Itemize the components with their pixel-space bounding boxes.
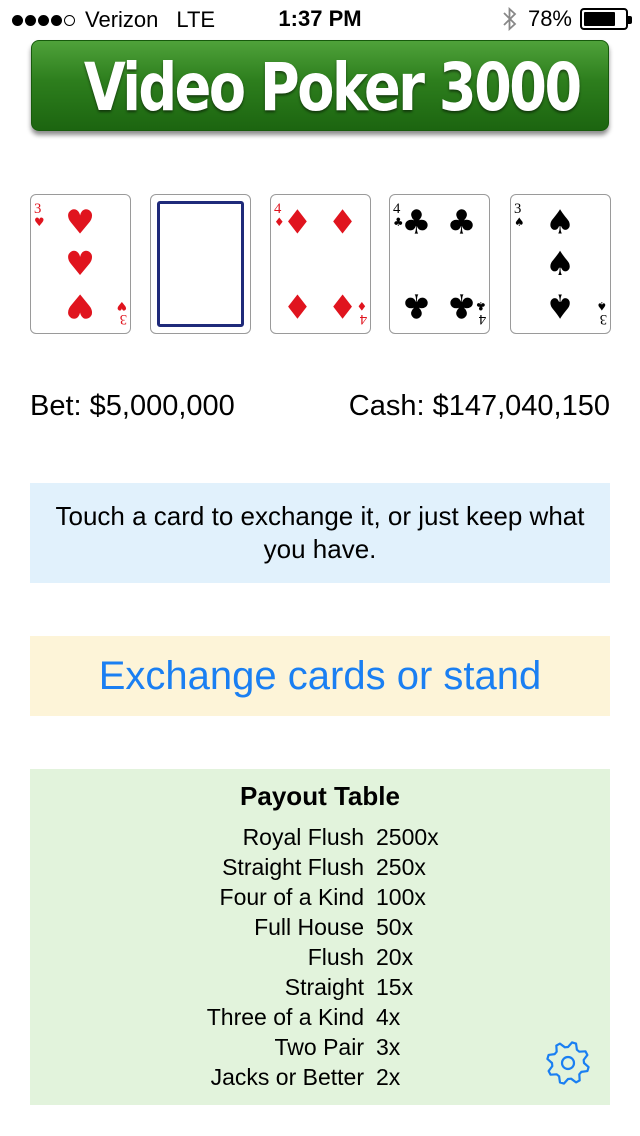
card-back-pattern xyxy=(157,201,244,327)
title-banner: Video Poker 3000 xyxy=(31,40,609,131)
payout-row: Straight Flush 250x xyxy=(30,854,610,884)
status-left: Verizon LTE xyxy=(12,7,215,33)
battery-icon xyxy=(580,8,632,30)
payout-table-title: Payout Table xyxy=(240,781,400,811)
payout-hand: Royal Flush xyxy=(242,824,364,850)
diamonds-pip-icon: ♦ xyxy=(328,286,358,325)
spades-pip-icon: ♠ xyxy=(545,244,575,283)
bluetooth-icon xyxy=(503,7,517,31)
payout-row: Full House 50x xyxy=(30,914,610,944)
diamonds-pip-icon: ♦ xyxy=(283,286,313,325)
spades-pip-icon: ♠ xyxy=(545,203,575,242)
app-title: Video Poker 3000 xyxy=(83,49,582,126)
hearts-icon: ♥ xyxy=(117,299,128,313)
card-face: 4♣4♣♣ ♣♣ ♣ xyxy=(393,201,487,327)
clubs-icon: ♣ xyxy=(476,299,487,313)
payout-hand: Two Pair xyxy=(274,1034,364,1060)
status-right: 78% xyxy=(502,6,632,32)
diamonds-pip-icon: ♦ xyxy=(283,203,313,242)
clubs-pip-icon: ♣ xyxy=(447,203,477,242)
payout-multiplier: 50x xyxy=(376,914,414,940)
payout-multiplier: 250x xyxy=(376,854,426,880)
payout-multiplier: 2500x xyxy=(376,824,439,850)
spades-icon: ♠ xyxy=(514,215,525,229)
payout-hand: Straight xyxy=(284,974,364,1000)
clubs-pip-icon: ♣ xyxy=(402,203,432,242)
battery-fill xyxy=(584,12,616,26)
hearts-pip-icon: ♥ xyxy=(65,286,95,325)
status-bar: Verizon LTE 1:37 PM 78% xyxy=(0,0,640,40)
payout-multiplier: 15x xyxy=(376,974,414,1000)
clubs-pip-icon: ♣ xyxy=(402,286,432,325)
exchange-or-stand-button[interactable]: Exchange cards or stand xyxy=(30,636,610,716)
hearts-pip-icon: ♥ xyxy=(65,203,95,242)
payout-row: Royal Flush 2500x xyxy=(30,824,610,854)
payout-multiplier: 100x xyxy=(376,884,426,910)
signal-strength-icon xyxy=(12,14,77,26)
payout-hand: Straight Flush xyxy=(222,854,364,880)
instruction-message: Touch a card to exchange it, or just kee… xyxy=(30,483,610,583)
spades-icon: ♠ xyxy=(597,299,608,313)
card-4[interactable]: 4 ♣ 4 ♣ ♣ ♣ ♣ ♣ xyxy=(389,194,490,334)
payout-table: Payout Table Royal Flush 2500x Straight Fl… xyxy=(30,769,610,1105)
card-face: 4♦4♦♦ ♦♦ ♦ xyxy=(274,201,368,327)
card-rank: 4 xyxy=(274,201,282,217)
payout-hand: Full House xyxy=(254,914,364,940)
card-3[interactable]: 4 ♦ 4 ♦ ♦ ♦ ♦ ♦ xyxy=(270,194,371,334)
money-row: Bet: $5,000,000 Cash: $147,040,150 xyxy=(30,390,610,430)
payout-hand: Jacks or Better xyxy=(210,1064,364,1090)
spades-pip-icon: ♠ xyxy=(545,286,575,325)
card-rank: 4 xyxy=(359,311,367,327)
card-rank: 4 xyxy=(393,201,401,217)
payout-multiplier: 20x xyxy=(376,944,414,970)
battery-percent: 78% xyxy=(527,6,572,31)
card-face: 3♠3♠♠♠♠ xyxy=(514,201,608,327)
card-rank: 3 xyxy=(34,201,41,217)
network-type: LTE xyxy=(176,7,216,32)
card-rank: 4 xyxy=(478,311,486,327)
payout-multiplier: 4x xyxy=(376,1004,401,1030)
card-1[interactable]: 3 ♥ 3 ♥ ♥ ♥ ♥ xyxy=(30,194,131,334)
carrier-name: Verizon xyxy=(85,7,159,32)
card-rank: 3 xyxy=(120,311,127,327)
diamonds-icon: ♦ xyxy=(357,299,368,313)
clubs-icon: ♣ xyxy=(393,215,404,229)
payout-row: Two Pair 3x xyxy=(30,1034,610,1064)
hearts-pip-icon: ♥ xyxy=(65,244,95,283)
payout-hand: Four of a Kind xyxy=(219,884,364,910)
card-2[interactable] xyxy=(150,194,251,334)
payout-multiplier: 2x xyxy=(376,1064,401,1090)
payout-multiplier: 3x xyxy=(376,1034,401,1060)
instruction-text: Touch a card to exchange it, or just kee… xyxy=(55,501,585,564)
hearts-icon: ♥ xyxy=(34,215,45,229)
payout-row: Four of a Kind 100x xyxy=(30,884,610,914)
cash-amount: Cash: $147,040,150 xyxy=(348,390,610,422)
card-rank: 3 xyxy=(514,201,521,217)
exchange-or-stand-label: Exchange cards or stand xyxy=(98,653,542,698)
payout-rows: Royal Flush 2500x Straight Flush 250x Four o… xyxy=(30,824,610,1094)
card-5[interactable]: 3 ♠ 3 ♠ ♠ ♠ ♠ xyxy=(510,194,611,334)
payout-row: Flush 20x xyxy=(30,944,610,974)
payout-row: Jacks or Better 2x xyxy=(30,1064,610,1094)
card-face: 3♥3♥♥♥♥ xyxy=(34,201,128,327)
card-rank: 3 xyxy=(600,311,607,327)
payout-row: Three of a Kind 4x xyxy=(30,1004,610,1034)
status-time: 1:37 PM xyxy=(278,6,362,31)
payout-hand: Flush xyxy=(307,944,364,970)
bet-amount: Bet: $5,000,000 xyxy=(30,390,235,422)
diamonds-pip-icon: ♦ xyxy=(328,203,358,242)
diamonds-icon: ♦ xyxy=(274,215,285,229)
payout-hand: Three of a Kind xyxy=(206,1004,364,1030)
hand-of-cards: 3 ♥ 3 ♥ ♥ ♥ ♥ 4 ♦ 4 ♦ ♦ ♦ ♦ ♦ 4 ♣ 4 ♣ ♣ ♣ ♣ ♣ 3 ♠ 3 ♠ ♠ ♠ ♠ xyxy=(30,194,611,334)
payout-row: Straight 15x xyxy=(30,974,610,1004)
clubs-pip-icon: ♣ xyxy=(447,286,477,325)
gear-icon[interactable] xyxy=(544,1039,592,1087)
